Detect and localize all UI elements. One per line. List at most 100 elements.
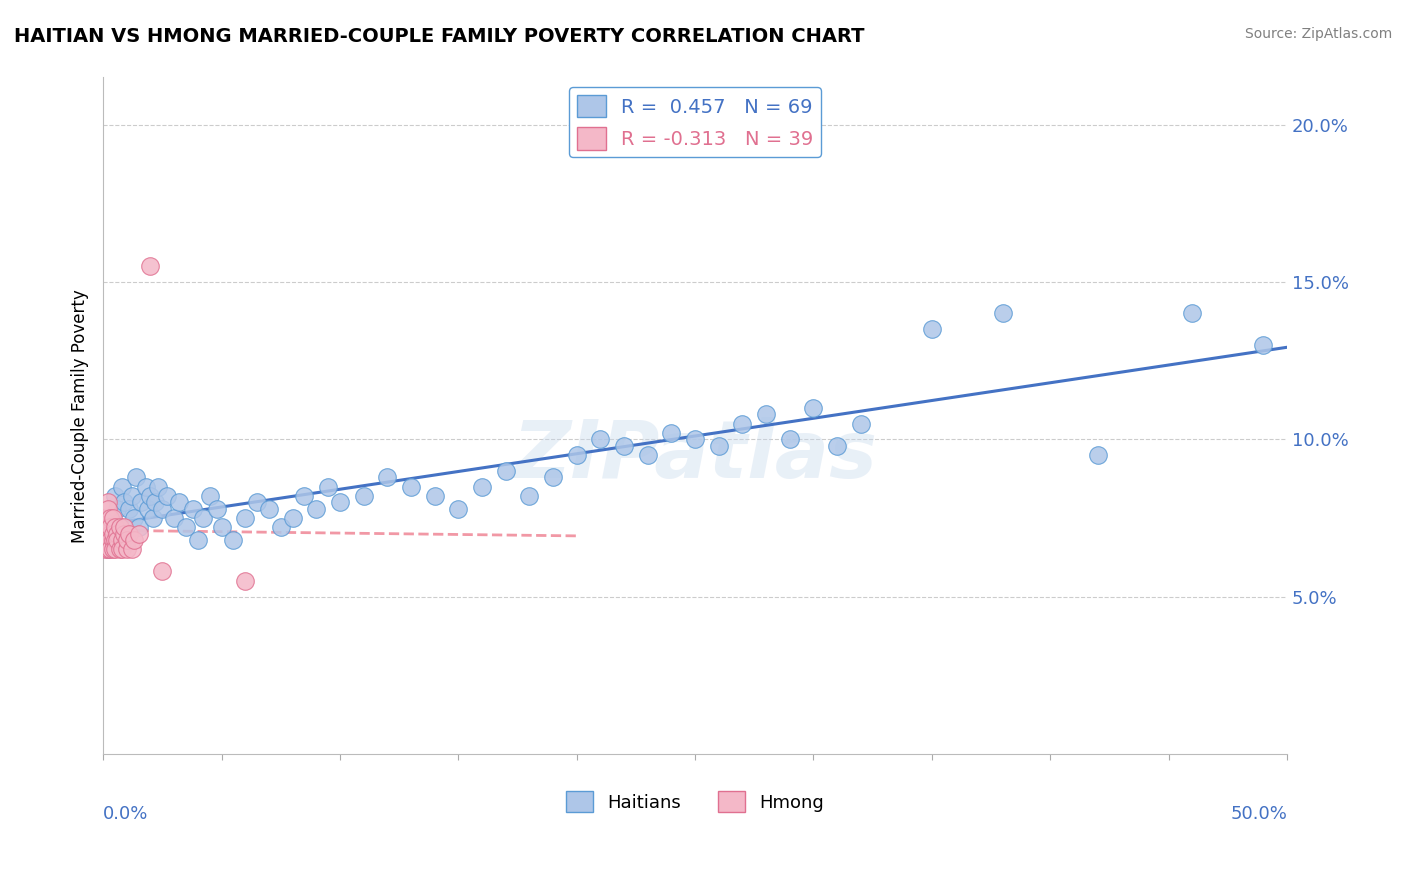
Point <box>565 448 588 462</box>
Text: HAITIAN VS HMONG MARRIED-COUPLE FAMILY POVERTY CORRELATION CHART: HAITIAN VS HMONG MARRIED-COUPLE FAMILY P… <box>14 27 865 45</box>
Point <box>101 511 124 525</box>
Text: ZIPatlas: ZIPatlas <box>513 417 877 495</box>
Point <box>825 439 848 453</box>
Point <box>661 425 683 440</box>
Point <box>94 542 117 557</box>
Point <box>98 511 121 525</box>
Point <box>98 520 121 534</box>
Point <box>97 533 120 547</box>
Point <box>139 259 162 273</box>
Point <box>108 520 131 534</box>
Point <box>779 432 801 446</box>
Point <box>423 489 446 503</box>
Point <box>305 501 328 516</box>
Point <box>181 501 204 516</box>
Point <box>94 533 117 547</box>
Point <box>114 520 136 534</box>
Point <box>139 489 162 503</box>
Point <box>135 479 157 493</box>
Point <box>447 501 470 516</box>
Point <box>98 511 121 525</box>
Point <box>150 501 173 516</box>
Point <box>128 526 150 541</box>
Point <box>156 489 179 503</box>
Point <box>98 526 121 541</box>
Point <box>399 479 422 493</box>
Point <box>121 489 143 503</box>
Point <box>128 520 150 534</box>
Point <box>589 432 612 446</box>
Text: 50.0%: 50.0% <box>1230 805 1286 822</box>
Point <box>101 542 124 557</box>
Point <box>108 520 131 534</box>
Point <box>375 470 398 484</box>
Point <box>97 542 120 557</box>
Point <box>98 542 121 557</box>
Point <box>125 470 148 484</box>
Point <box>114 495 136 509</box>
Point <box>1181 306 1204 320</box>
Point <box>1087 448 1109 462</box>
Point <box>803 401 825 415</box>
Point <box>115 533 138 547</box>
Point <box>104 520 127 534</box>
Point <box>97 542 120 557</box>
Point <box>495 464 517 478</box>
Point <box>211 520 233 534</box>
Point <box>101 526 124 541</box>
Point <box>114 526 136 541</box>
Point <box>292 489 315 503</box>
Point <box>187 533 209 547</box>
Point <box>541 470 564 484</box>
Point <box>613 439 636 453</box>
Point <box>353 489 375 503</box>
Point <box>174 520 197 534</box>
Point <box>329 495 352 509</box>
Point <box>143 495 166 509</box>
Point <box>94 520 117 534</box>
Point <box>104 542 127 557</box>
Point <box>111 479 134 493</box>
Point <box>146 479 169 493</box>
Point <box>233 574 256 588</box>
Point <box>222 533 245 547</box>
Point <box>115 533 138 547</box>
Point <box>105 533 128 547</box>
Point <box>108 542 131 557</box>
Point <box>97 495 120 509</box>
Point <box>281 511 304 525</box>
Point <box>104 533 127 547</box>
Point <box>105 501 128 516</box>
Point <box>991 306 1014 320</box>
Point <box>97 511 120 525</box>
Point <box>191 511 214 525</box>
Point <box>105 526 128 541</box>
Point <box>163 511 186 525</box>
Point <box>98 533 121 547</box>
Point <box>1251 338 1274 352</box>
Point <box>471 479 494 493</box>
Point <box>731 417 754 431</box>
Point <box>683 432 706 446</box>
Point <box>246 495 269 509</box>
Point <box>111 542 134 557</box>
Point <box>122 533 145 547</box>
Point <box>150 565 173 579</box>
Point <box>198 489 221 503</box>
Point <box>849 417 872 431</box>
Point <box>205 501 228 516</box>
Point <box>257 501 280 516</box>
Point <box>101 533 124 547</box>
Y-axis label: Married-Couple Family Poverty: Married-Couple Family Poverty <box>72 289 89 542</box>
Point <box>111 533 134 547</box>
Point <box>755 407 778 421</box>
Point <box>707 439 730 453</box>
Point <box>118 501 141 516</box>
Point <box>94 526 117 541</box>
Point <box>115 542 138 557</box>
Point <box>517 489 540 503</box>
Point <box>101 533 124 547</box>
Text: 0.0%: 0.0% <box>103 805 149 822</box>
Point <box>97 501 120 516</box>
Point <box>97 520 120 534</box>
